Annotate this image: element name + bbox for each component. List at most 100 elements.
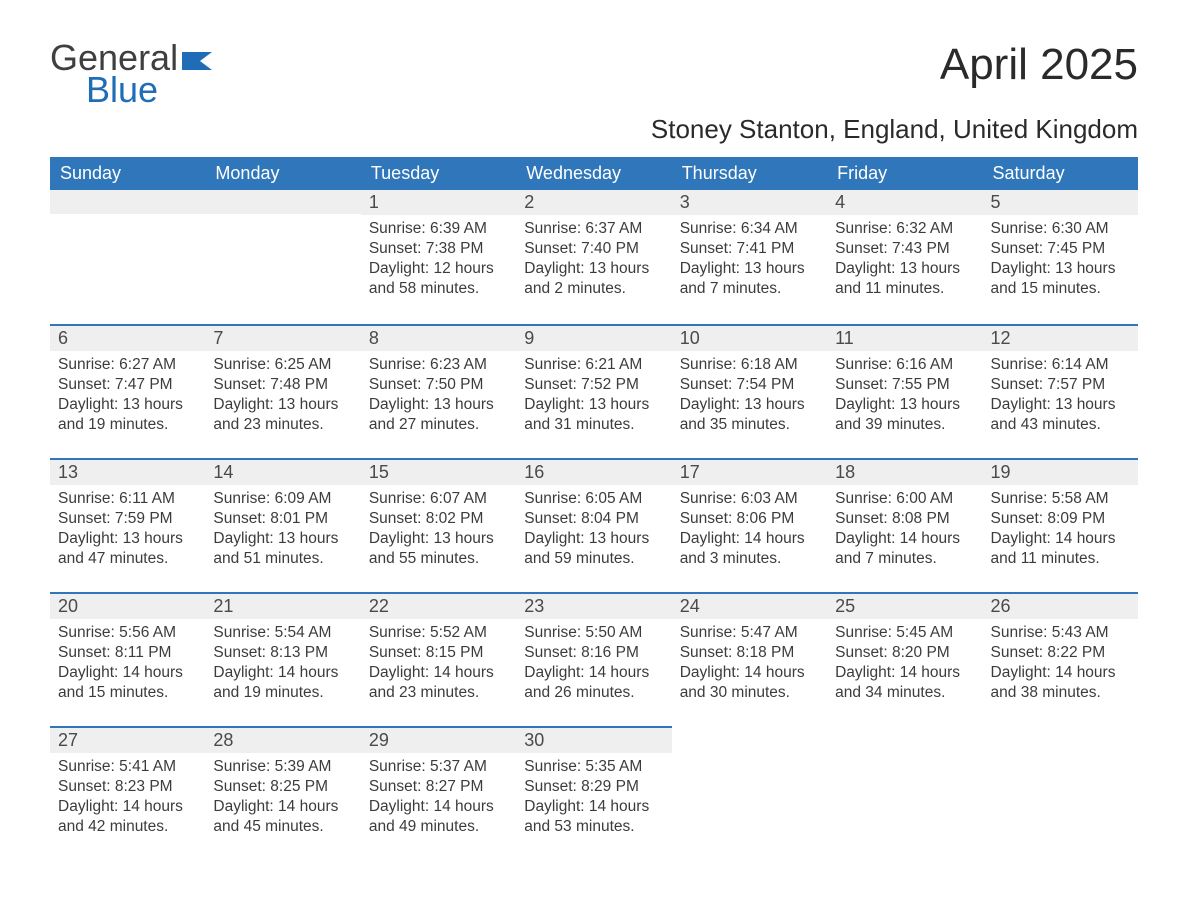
calendar-day: 6Sunrise: 6:27 AMSunset: 7:47 PMDaylight… [50,324,205,458]
day-number: 18 [827,458,982,485]
sunrise-line: Sunrise: 6:27 AM [58,355,197,375]
sunrise-line: Sunrise: 5:43 AM [991,623,1130,643]
day-details: Sunrise: 5:58 AMSunset: 8:09 PMDaylight:… [983,485,1138,580]
calendar-day: 2Sunrise: 6:37 AMSunset: 7:40 PMDaylight… [516,190,671,324]
day-details: Sunrise: 5:56 AMSunset: 8:11 PMDaylight:… [50,619,205,714]
daylight-line: Daylight: 13 hours and 51 minutes. [213,529,352,569]
daylight-line: Daylight: 13 hours and 31 minutes. [524,395,663,435]
sunset-line: Sunset: 8:29 PM [524,777,663,797]
calendar-day: 22Sunrise: 5:52 AMSunset: 8:15 PMDayligh… [361,592,516,726]
sunset-line: Sunset: 7:57 PM [991,375,1130,395]
sunrise-line: Sunrise: 5:54 AM [213,623,352,643]
calendar-day: 17Sunrise: 6:03 AMSunset: 8:06 PMDayligh… [672,458,827,592]
daylight-line: Daylight: 13 hours and 55 minutes. [369,529,508,569]
sunrise-line: Sunrise: 5:39 AM [213,757,352,777]
sunrise-line: Sunrise: 5:45 AM [835,623,974,643]
day-details: Sunrise: 6:32 AMSunset: 7:43 PMDaylight:… [827,215,982,310]
calendar-empty [50,190,205,324]
sunrise-line: Sunrise: 6:03 AM [680,489,819,509]
sunset-line: Sunset: 8:16 PM [524,643,663,663]
sunrise-line: Sunrise: 6:07 AM [369,489,508,509]
sunrise-line: Sunrise: 5:41 AM [58,757,197,777]
daylight-line: Daylight: 14 hours and 42 minutes. [58,797,197,837]
daylight-line: Daylight: 14 hours and 19 minutes. [213,663,352,703]
sunrise-line: Sunrise: 6:25 AM [213,355,352,375]
daylight-line: Daylight: 13 hours and 39 minutes. [835,395,974,435]
daylight-line: Daylight: 13 hours and 15 minutes. [991,259,1130,299]
day-details: Sunrise: 6:11 AMSunset: 7:59 PMDaylight:… [50,485,205,580]
calendar-row: 20Sunrise: 5:56 AMSunset: 8:11 PMDayligh… [50,592,1138,726]
calendar-day: 3Sunrise: 6:34 AMSunset: 7:41 PMDaylight… [672,190,827,324]
daylight-line: Daylight: 14 hours and 3 minutes. [680,529,819,569]
daylight-line: Daylight: 14 hours and 49 minutes. [369,797,508,837]
weekday-header: Saturday [983,157,1138,190]
day-details: Sunrise: 6:21 AMSunset: 7:52 PMDaylight:… [516,351,671,446]
day-details: Sunrise: 5:54 AMSunset: 8:13 PMDaylight:… [205,619,360,714]
sunrise-line: Sunrise: 5:58 AM [991,489,1130,509]
daylight-line: Daylight: 14 hours and 26 minutes. [524,663,663,703]
calendar-day: 4Sunrise: 6:32 AMSunset: 7:43 PMDaylight… [827,190,982,324]
calendar-day: 30Sunrise: 5:35 AMSunset: 8:29 PMDayligh… [516,726,671,860]
day-details: Sunrise: 6:03 AMSunset: 8:06 PMDaylight:… [672,485,827,580]
sunrise-line: Sunrise: 6:05 AM [524,489,663,509]
calendar-day: 25Sunrise: 5:45 AMSunset: 8:20 PMDayligh… [827,592,982,726]
brand-logo: General Blue [50,40,218,108]
sunrise-line: Sunrise: 6:16 AM [835,355,974,375]
day-number: 1 [361,190,516,215]
day-number: 30 [516,726,671,753]
day-number: 6 [50,324,205,351]
day-details: Sunrise: 6:34 AMSunset: 7:41 PMDaylight:… [672,215,827,310]
sunset-line: Sunset: 8:27 PM [369,777,508,797]
day-details: Sunrise: 5:45 AMSunset: 8:20 PMDaylight:… [827,619,982,714]
day-details: Sunrise: 6:05 AMSunset: 8:04 PMDaylight:… [516,485,671,580]
day-details: Sunrise: 6:30 AMSunset: 7:45 PMDaylight:… [983,215,1138,310]
day-details: Sunrise: 5:35 AMSunset: 8:29 PMDaylight:… [516,753,671,848]
sunset-line: Sunset: 8:15 PM [369,643,508,663]
day-details: Sunrise: 6:07 AMSunset: 8:02 PMDaylight:… [361,485,516,580]
day-details: Sunrise: 5:39 AMSunset: 8:25 PMDaylight:… [205,753,360,848]
day-details: Sunrise: 6:09 AMSunset: 8:01 PMDaylight:… [205,485,360,580]
daylight-line: Daylight: 13 hours and 23 minutes. [213,395,352,435]
day-number: 14 [205,458,360,485]
calendar-row: 1Sunrise: 6:39 AMSunset: 7:38 PMDaylight… [50,190,1138,324]
calendar-day: 29Sunrise: 5:37 AMSunset: 8:27 PMDayligh… [361,726,516,860]
sunset-line: Sunset: 8:20 PM [835,643,974,663]
day-details: Sunrise: 5:41 AMSunset: 8:23 PMDaylight:… [50,753,205,848]
sunset-line: Sunset: 8:18 PM [680,643,819,663]
day-number: 23 [516,592,671,619]
empty-day-header [50,190,205,214]
calendar-day: 16Sunrise: 6:05 AMSunset: 8:04 PMDayligh… [516,458,671,592]
day-number: 15 [361,458,516,485]
sunrise-line: Sunrise: 6:21 AM [524,355,663,375]
daylight-line: Daylight: 13 hours and 2 minutes. [524,259,663,299]
day-number: 7 [205,324,360,351]
day-details: Sunrise: 5:52 AMSunset: 8:15 PMDaylight:… [361,619,516,714]
calendar-day: 13Sunrise: 6:11 AMSunset: 7:59 PMDayligh… [50,458,205,592]
daylight-line: Daylight: 13 hours and 47 minutes. [58,529,197,569]
day-details: Sunrise: 5:47 AMSunset: 8:18 PMDaylight:… [672,619,827,714]
daylight-line: Daylight: 14 hours and 38 minutes. [991,663,1130,703]
calendar-day: 10Sunrise: 6:18 AMSunset: 7:54 PMDayligh… [672,324,827,458]
calendar-day: 11Sunrise: 6:16 AMSunset: 7:55 PMDayligh… [827,324,982,458]
page-header: General Blue April 2025 [50,40,1138,108]
sunset-line: Sunset: 8:06 PM [680,509,819,529]
sunrise-line: Sunrise: 6:39 AM [369,219,508,239]
sunrise-line: Sunrise: 5:52 AM [369,623,508,643]
daylight-line: Daylight: 14 hours and 23 minutes. [369,663,508,703]
calendar-row: 13Sunrise: 6:11 AMSunset: 7:59 PMDayligh… [50,458,1138,592]
daylight-line: Daylight: 14 hours and 11 minutes. [991,529,1130,569]
sunset-line: Sunset: 7:41 PM [680,239,819,259]
sunset-line: Sunset: 7:40 PM [524,239,663,259]
calendar-day: 7Sunrise: 6:25 AMSunset: 7:48 PMDaylight… [205,324,360,458]
sunrise-line: Sunrise: 5:47 AM [680,623,819,643]
sunrise-line: Sunrise: 6:11 AM [58,489,197,509]
daylight-line: Daylight: 13 hours and 19 minutes. [58,395,197,435]
calendar-day: 26Sunrise: 5:43 AMSunset: 8:22 PMDayligh… [983,592,1138,726]
calendar-table: SundayMondayTuesdayWednesdayThursdayFrid… [50,157,1138,860]
sunrise-line: Sunrise: 5:50 AM [524,623,663,643]
sunset-line: Sunset: 8:01 PM [213,509,352,529]
day-details: Sunrise: 6:37 AMSunset: 7:40 PMDaylight:… [516,215,671,310]
calendar-body: 1Sunrise: 6:39 AMSunset: 7:38 PMDaylight… [50,190,1138,860]
day-number: 2 [516,190,671,215]
weekday-header: Thursday [672,157,827,190]
